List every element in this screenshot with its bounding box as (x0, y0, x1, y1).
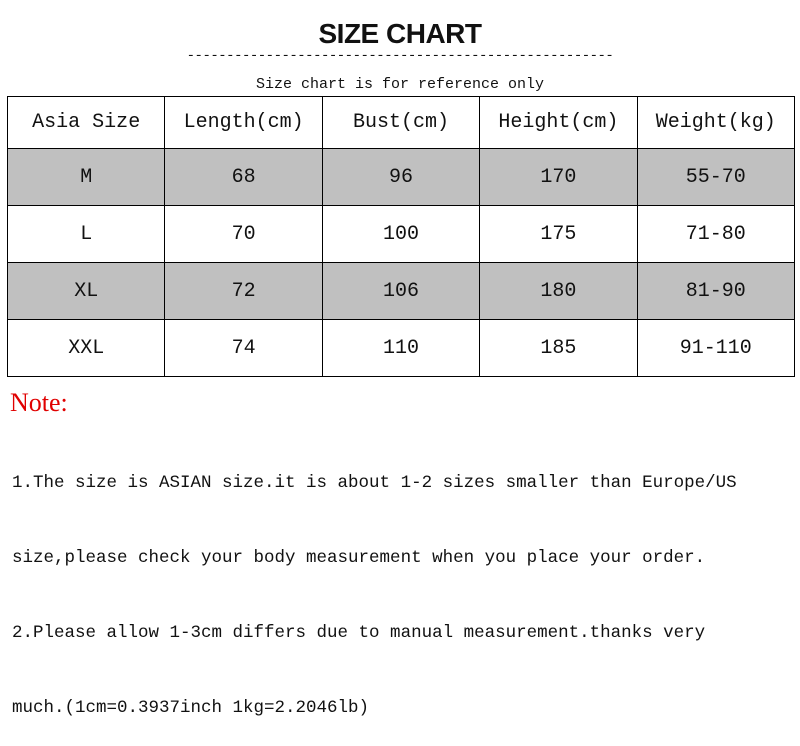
divider: ----------------------------------------… (186, 48, 614, 64)
table-cell: 100 (321, 205, 481, 263)
table-cell: 68 (164, 148, 323, 206)
table-row: XL 72 106 180 81-90 (6, 262, 796, 320)
table-cell: 180 (479, 262, 638, 320)
table-cell: 170 (479, 148, 638, 206)
column-header: Height(cm) (479, 96, 638, 149)
table-cell: 55-70 (636, 148, 796, 206)
table-cell: 110 (321, 319, 481, 377)
column-header: Asia Size (6, 96, 166, 149)
note-title: Note: (10, 388, 68, 417)
page-title: SIZE CHART (318, 18, 483, 49)
table-header-row: Asia Size Length(cm) Bust(cm) Height(cm) Wei… (6, 96, 796, 149)
table-cell: XL (6, 262, 166, 320)
table-cell: 185 (479, 319, 638, 377)
column-header: Bust(cm) (321, 96, 481, 149)
note-list: 1.The size is ASIAN size.it is about 1-2… (12, 421, 737, 746)
size-table: Asia Size Length(cm) Bust(cm) Height(cm) Wei… (6, 96, 796, 377)
table-cell: XXL (6, 319, 166, 377)
table-cell: M (6, 148, 166, 206)
table-cell: 175 (479, 205, 638, 263)
table-row: M 68 96 170 55-70 (6, 148, 796, 206)
note-line: 2.Please allow 1-3cm differs due to manu… (12, 623, 706, 643)
subtitle: Size chart is for reference only (255, 76, 545, 93)
note-line: 1.The size is ASIAN size.it is about 1-2… (12, 473, 737, 493)
column-header: Length(cm) (164, 96, 323, 149)
table-cell: 70 (164, 205, 323, 263)
table-row: XXL 74 110 185 91-110 (6, 319, 796, 377)
table-row: L 70 100 175 71-80 (6, 205, 796, 263)
table-cell: L (6, 205, 166, 263)
table-cell: 91-110 (636, 319, 796, 377)
table-cell: 74 (164, 319, 323, 377)
table-cell: 71-80 (636, 205, 796, 263)
table-cell: 81-90 (636, 262, 796, 320)
column-header: Weight(kg) (636, 96, 796, 149)
table-cell: 106 (321, 262, 481, 320)
note-line: size,please check your body measurement … (12, 548, 706, 568)
table-cell: 96 (321, 148, 481, 206)
table-cell: 72 (164, 262, 323, 320)
note-line: much.(1cm=0.3937inch 1kg=2.2046lb) (12, 698, 370, 718)
